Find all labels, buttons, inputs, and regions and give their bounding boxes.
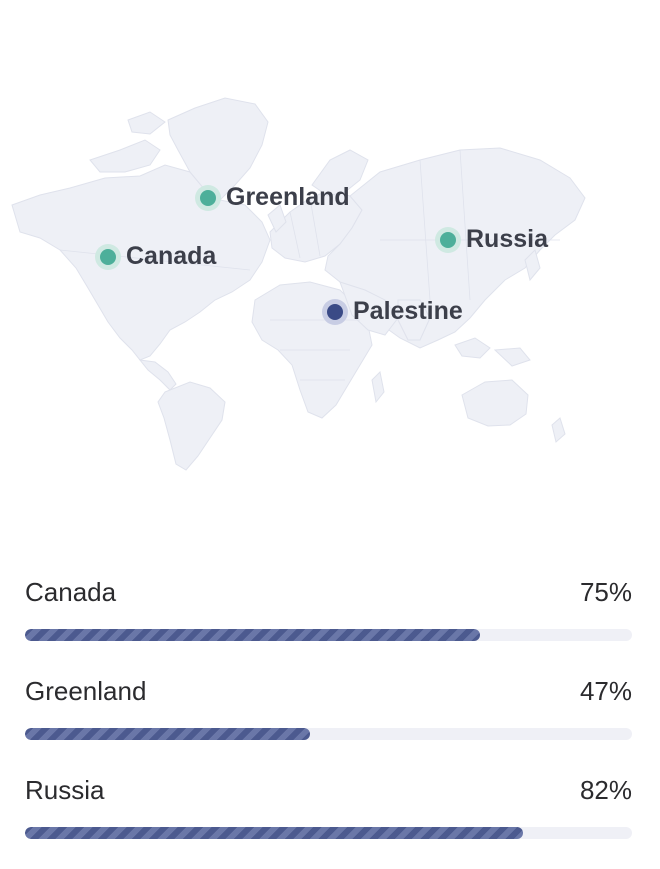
progress-track [25,827,632,839]
stat-item-russia: Russia 82% [25,770,632,869]
marker-label: Canada [126,242,217,270]
stat-percent: 75% [579,576,632,607]
stat-country-name: Russia [25,774,105,805]
progress-fill [25,827,523,839]
stat-country-name: Canada [25,576,117,607]
marker-label: Palestine [353,297,463,325]
stat-country-name: Greenland [25,675,147,706]
stat-item-canada: Canada 75% [25,572,632,671]
marker-label: Russia [466,225,548,253]
marker-dot [100,248,116,265]
map-marker-canada[interactable]: Canada [100,242,216,271]
marker-dot [200,189,216,206]
progress-track [25,629,632,641]
progress-fill [25,629,481,641]
progress-fill [25,728,311,740]
world-map: Greenland Canada Russia Palestine [11,97,586,471]
marker-dot [440,231,456,248]
country-stats-list: Canada 75% Greenland 47% Russia 82% [25,572,632,869]
marker-label: Greenland [226,183,350,211]
stat-percent: 82% [579,774,632,805]
map-marker-greenland[interactable]: Greenland [200,183,350,212]
world-map-land [11,97,586,471]
stat-percent: 47% [579,675,632,706]
marker-dot [327,303,343,320]
map-marker-russia[interactable]: Russia [440,225,548,254]
map-marker-palestine[interactable]: Palestine [327,297,463,326]
progress-track [25,728,632,740]
stat-item-greenland: Greenland 47% [25,671,632,770]
